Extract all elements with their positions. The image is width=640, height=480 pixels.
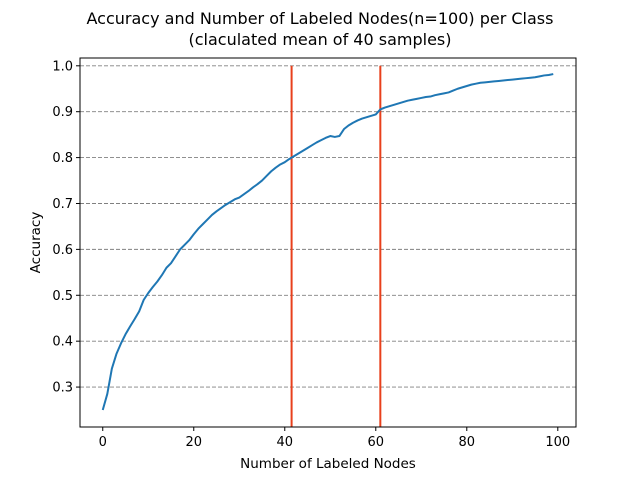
chart-title: Accuracy and Number of Labeled Nodes(n=1…: [87, 9, 554, 28]
series-layer: [101, 73, 554, 411]
x-tick-label-2: 40: [276, 435, 293, 450]
y-axis-label: Accuracy: [28, 212, 44, 274]
y-tick-label-0: 0.3: [52, 381, 73, 396]
x-tick-label-5: 100: [545, 435, 570, 450]
x-tick-label-1: 20: [185, 435, 202, 450]
x-axis-ticks: 0 20 40 60 80 100: [99, 427, 570, 450]
y-tick-label-1: 0.4: [52, 335, 73, 350]
gridlines: [80, 65, 576, 388]
x-tick-label-3: 60: [368, 435, 385, 450]
y-tick-label-3: 0.6: [52, 243, 73, 258]
accuracy-series-line-0: [101, 73, 554, 411]
x-tick-label-4: 80: [459, 435, 476, 450]
y-tick-label-2: 0.5: [52, 289, 73, 304]
x-axis-label: Number of Labeled Nodes: [240, 456, 416, 472]
x-tick-label-0: 0: [99, 435, 107, 450]
y-tick-label-6: 0.9: [52, 105, 73, 120]
chart-subtitle: (claculated mean of 40 samples): [189, 30, 452, 49]
plot-area-frame: [79, 57, 577, 428]
y-axis-ticks: 0.3 0.4 0.5 0.6 0.7 0.8 0.9 1.0: [52, 59, 80, 396]
y-tick-label-5: 0.8: [52, 151, 73, 166]
vertical-marker-lines: [290, 65, 382, 427]
y-tick-label-7: 1.0: [52, 59, 73, 74]
y-tick-label-4: 0.7: [52, 197, 73, 212]
